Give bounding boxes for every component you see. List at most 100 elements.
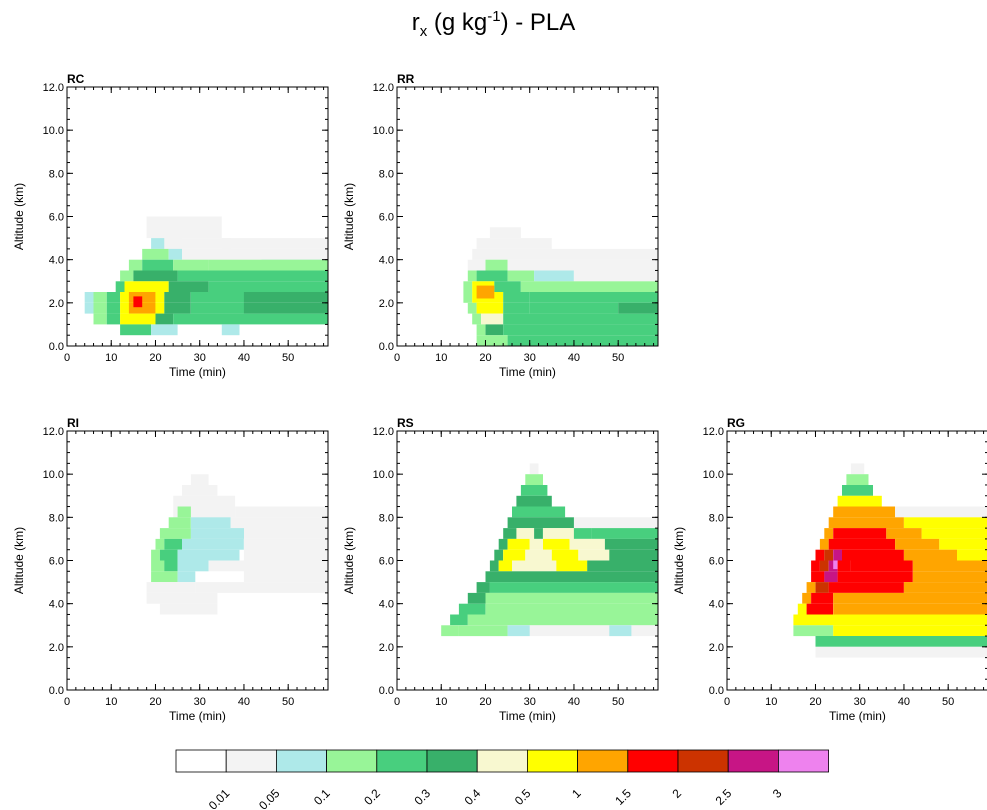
heatmap-cell — [168, 517, 191, 529]
colorbar-label: 1.5 — [612, 786, 634, 808]
heatmap-cell — [543, 528, 574, 539]
panel-ri: RI 0 10 20 30 40 50 0.0 2.0 4.0 6.0 8.0 10.0 12.0 Time… — [12, 416, 329, 723]
heatmap-cell — [190, 474, 209, 485]
heatmap-cell — [164, 538, 182, 550]
y-tick-label: 4.0 — [379, 255, 394, 267]
x-tick-label: 10 — [105, 352, 117, 364]
heatmap-cell — [797, 603, 807, 615]
heatmap-cell — [168, 281, 209, 293]
y-tick-label: 6.0 — [709, 556, 724, 568]
x-tick-label: 40 — [238, 696, 250, 708]
heatmap-cell — [182, 538, 244, 550]
x-tick-label: 0 — [64, 696, 70, 708]
y-axis-label: Altitude (km) — [12, 183, 26, 250]
title-suffix: - PLA — [508, 9, 576, 36]
heatmap-cell — [159, 238, 231, 249]
heatmap-cell — [177, 506, 191, 518]
heatmap-cell — [516, 528, 535, 539]
panel-rg: RG 0 10 20 30 40 50 0.0 2.0 4.0 6.0 8.0 10.0 12.0 Time… — [672, 416, 987, 723]
heatmap-cells-rc — [84, 216, 328, 336]
heatmap-cell — [142, 248, 169, 260]
heatmap-cell — [957, 549, 987, 561]
heatmap-cell — [529, 302, 619, 314]
heatmap-cell — [512, 506, 566, 518]
y-tick-label: 2.0 — [49, 298, 64, 310]
heatmap-cell — [551, 549, 579, 561]
x-tick-label: 50 — [612, 696, 624, 708]
heatmap-cell — [828, 582, 904, 593]
heatmap-cell — [221, 324, 240, 336]
colorbar-box — [577, 749, 629, 773]
y-tick-label: 2.0 — [709, 642, 724, 654]
heatmap-cell — [159, 549, 178, 561]
heatmap-cell — [243, 538, 328, 583]
heatmap-cell — [243, 292, 328, 303]
heatmap-cell — [146, 592, 218, 604]
y-tick-label: 4.0 — [49, 255, 64, 267]
heatmap-cell — [208, 560, 244, 572]
heatmap-cell — [177, 560, 209, 572]
heatmap-cell — [802, 592, 811, 604]
heatmap-cell — [120, 270, 134, 282]
heatmap-cell — [903, 582, 987, 593]
panel-label: RG — [727, 416, 745, 430]
heatmap-cell — [84, 302, 94, 314]
heatmap-cell — [815, 582, 829, 593]
heatmap-cell — [833, 506, 896, 518]
y-tick-label: 12.0 — [373, 426, 394, 438]
heatmap-cell — [168, 248, 182, 260]
heatmap-cell — [164, 292, 191, 303]
heatmap-cell — [476, 335, 508, 346]
heatmap-cell — [177, 549, 240, 561]
y-tick-label: 10.0 — [43, 469, 64, 481]
colorbar-box — [225, 749, 277, 773]
colorbar-box — [727, 749, 779, 773]
heatmap-cell — [467, 614, 658, 626]
x-axis-label: Time (min) — [169, 709, 226, 723]
y-axis-label: Altitude (km) — [12, 527, 26, 594]
heatmap-cell — [833, 592, 987, 604]
heatmap-cell — [182, 485, 218, 496]
heatmap-cell — [591, 528, 658, 539]
heatmap-cell — [485, 324, 504, 336]
heatmap-cell — [489, 227, 521, 239]
heatmap-cell — [609, 625, 632, 637]
heatmap-cell — [221, 238, 328, 249]
heatmap-cell — [503, 292, 530, 303]
heatmap-cell — [815, 636, 987, 647]
title-superscript: -1 — [487, 8, 501, 25]
heatmap-cell — [485, 603, 658, 615]
heatmap-cell — [543, 538, 570, 550]
x-tick-label: 20 — [479, 352, 491, 364]
heatmap-cell — [498, 538, 508, 550]
panel-label: RI — [67, 416, 79, 430]
heatmap-cell — [833, 625, 987, 637]
heatmap-cells-rs — [441, 463, 658, 637]
heatmap-cell — [467, 592, 486, 604]
heatmap-cell — [903, 517, 987, 529]
x-tick-label: 40 — [568, 696, 580, 708]
heatmap-cell — [828, 538, 896, 550]
heatmap-cell — [895, 538, 940, 550]
y-tick-label: 2.0 — [49, 642, 64, 654]
heatmap-cell — [128, 259, 143, 271]
heatmap-cell — [458, 625, 508, 637]
heatmap-cell — [151, 238, 165, 249]
heatmap-cell — [476, 582, 490, 593]
colorbar-box — [175, 749, 227, 773]
x-tick-label: 50 — [282, 696, 294, 708]
panels-group: RC 0 10 20 30 40 50 0.0 2.0 4.0 6.0 8.0 10.0 12.0 Time… — [12, 72, 987, 723]
heatmap-cell — [458, 603, 486, 615]
heatmap-cell — [173, 313, 328, 325]
heatmap-cell — [159, 603, 218, 615]
x-tick-label: 50 — [612, 352, 624, 364]
heatmap-cell — [578, 549, 610, 561]
heatmap-cell — [604, 538, 658, 550]
heatmap-cell — [450, 614, 468, 626]
colorbar-box — [627, 749, 679, 773]
heatmap-cell — [903, 549, 957, 561]
y-tick-label: 0.0 — [49, 341, 64, 353]
y-tick-label: 6.0 — [379, 556, 394, 568]
heatmap-cell — [824, 528, 834, 539]
heatmap-cell — [824, 549, 834, 561]
